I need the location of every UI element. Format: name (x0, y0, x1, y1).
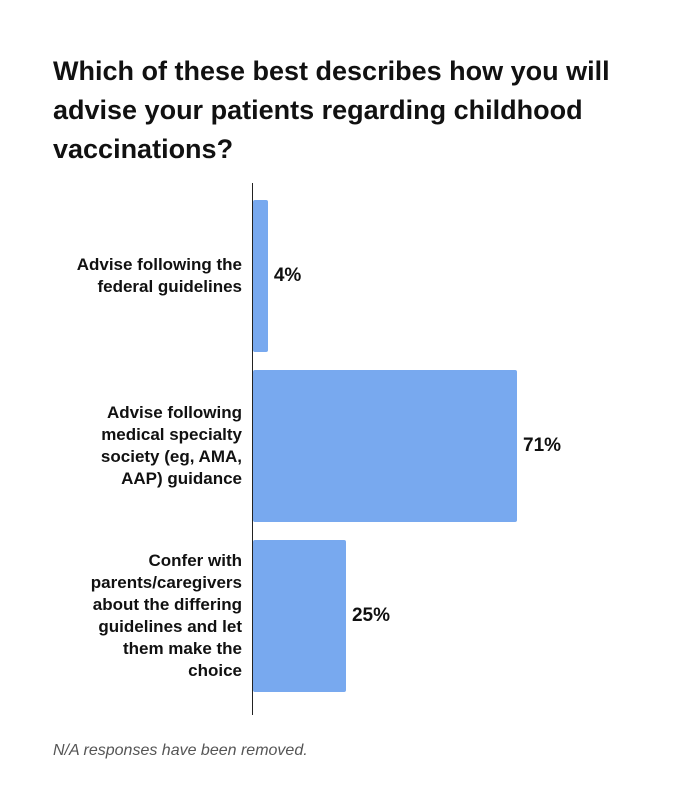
category-label-3: Confer with parents/caregivers about the d… (32, 550, 242, 682)
category-label-line: Advise following the (76, 255, 242, 274)
category-label-line: Confer with (148, 551, 243, 570)
category-label-line: federal guidelines (97, 277, 242, 296)
category-label-line: choice (188, 661, 242, 680)
footnote: N/A responses have been removed. (53, 742, 308, 759)
category-label-line: parents/caregivers (90, 573, 242, 592)
value-label-1: 4% (273, 265, 302, 286)
category-label-2: Advise following medical specialty society… (32, 402, 242, 490)
category-label-1: Advise following the federal guidelines (32, 254, 242, 298)
category-label-line: AAP) guidance (121, 469, 242, 488)
category-label-line: about the differing (92, 595, 242, 614)
value-label-2: 71% (523, 435, 562, 456)
category-label-line: guidelines and let (98, 617, 242, 636)
category-label-line: medical specialty (101, 425, 242, 444)
value-label-3: 25% (351, 605, 390, 626)
category-label-line: them make the (122, 639, 242, 658)
chart-title: Which of these best describes how you wi… (53, 56, 610, 164)
category-label-line: society (eg, AMA, (100, 447, 242, 466)
y-axis-line (252, 183, 253, 715)
bar-2 (253, 370, 517, 522)
category-label-line: Advise following (106, 403, 242, 422)
bar-3 (253, 540, 346, 692)
bar-1 (253, 200, 268, 352)
